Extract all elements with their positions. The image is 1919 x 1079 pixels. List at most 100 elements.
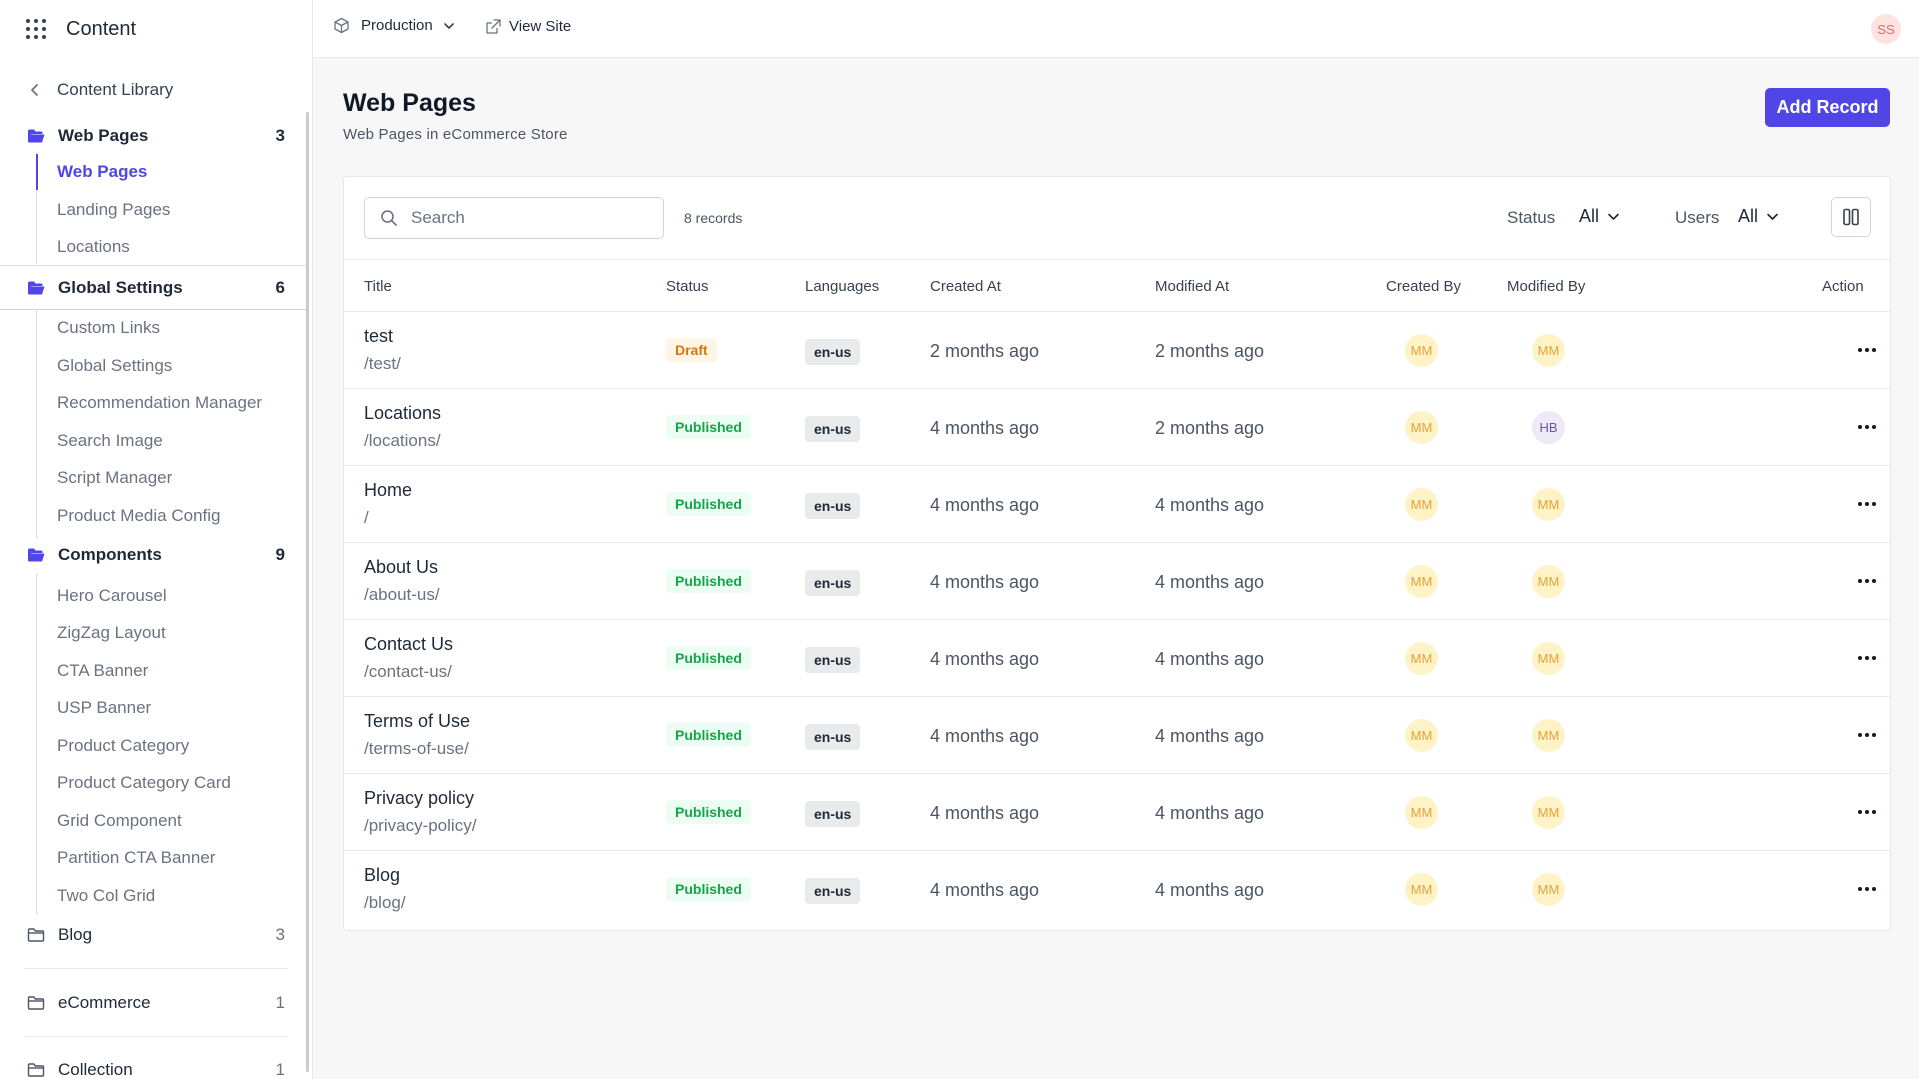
language-badge: en-us [805,416,861,442]
tree-line [36,310,37,538]
status-badge: Published [666,646,751,670]
table-row[interactable]: test /test/ Draft en-us 2 months ago 2 m… [344,311,1890,388]
sidebar-scrollbar[interactable] [306,112,309,1072]
columns-toggle-button[interactable] [1831,197,1871,237]
row-actions-button[interactable] [1855,879,1879,899]
modified-by-avatar: MM [1532,796,1565,829]
folder-open-icon [28,281,45,295]
created-at: 2 months ago [930,341,1040,361]
row-actions-button[interactable] [1855,802,1879,822]
environment-label: Production [361,17,433,34]
table-row[interactable]: Locations /locations/ Published en-us 4 … [344,388,1890,465]
sidebar-item-product-media-config[interactable]: Product Media Config [57,506,221,525]
sidebar-item-hero-carousel[interactable]: Hero Carousel [57,586,167,605]
language-badge: en-us [805,878,861,904]
sidebar-item-product-category[interactable]: Product Category [57,736,190,755]
modified-by-avatar: MM [1532,719,1565,752]
sidebar-item-custom-links[interactable]: Custom Links [57,318,160,337]
tree-line [36,574,37,914]
app-header: Content [0,0,312,58]
table-row[interactable]: Blog /blog/ Published en-us 4 months ago… [344,850,1890,927]
sidebar-item-global-settings[interactable]: Global Settings [57,356,173,375]
user-avatar[interactable]: SS [1871,14,1901,44]
sidebar-item-product-category-card[interactable]: Product Category Card [57,773,231,792]
table-row[interactable]: Home / Published en-us 4 months ago 4 mo… [344,465,1890,542]
records-card: 8 records Status All Users All Title Sta… [343,176,1891,931]
sidebar-item-locations[interactable]: Locations [57,237,130,256]
row-path: /contact-us/ [364,662,452,681]
table-row[interactable]: Privacy policy /privacy-policy/ Publishe… [344,773,1890,850]
sidebar-item-partition-cta-banner[interactable]: Partition CTA Banner [57,848,216,867]
sidebar-item-script-manager[interactable]: Script Manager [57,468,173,487]
row-title[interactable]: Locations [364,403,442,423]
column-header-title[interactable]: Title [364,278,392,295]
column-header-modified-at[interactable]: Modified At [1155,278,1230,295]
records-count: 8 records [684,210,743,226]
status-badge: Published [666,492,751,516]
language-badge: en-us [805,801,861,827]
sidebar-section-ecommerce[interactable]: eCommerce 1 [0,986,309,1020]
folder-open-icon [28,129,45,143]
column-header-languages[interactable]: Languages [805,278,880,295]
column-header-modified-by[interactable]: Modified By [1507,278,1586,295]
users-filter-dropdown[interactable]: All [1738,206,1779,227]
row-title[interactable]: Blog [364,865,401,885]
sidebar: Content Content Library Web Pages 3 Web … [0,0,313,1079]
tree-line [36,152,37,264]
created-at: 4 months ago [930,649,1040,669]
table-row[interactable]: Contact Us /contact-us/ Published en-us … [344,619,1890,696]
status-badge: Published [666,569,751,593]
sidebar-item-search-image[interactable]: Search Image [57,431,163,450]
row-path: /test/ [364,354,401,373]
sidebar-section-count: 3 [275,925,285,944]
row-title[interactable]: Privacy policy [364,788,475,808]
table-row[interactable]: Terms of Use /terms-of-use/ Published en… [344,696,1890,773]
add-record-button[interactable]: Add Record [1765,88,1890,127]
row-path: /privacy-policy/ [364,816,477,835]
row-actions-button[interactable] [1855,571,1879,591]
column-header-status[interactable]: Status [666,278,709,295]
view-site-link[interactable]: View Site [485,18,571,35]
row-actions-button[interactable] [1855,494,1879,514]
created-by-avatar: MM [1405,488,1438,521]
sidebar-item-zigzag-layout[interactable]: ZigZag Layout [57,623,166,642]
row-title[interactable]: Contact Us [364,634,454,654]
sidebar-section-components[interactable]: Components 9 [0,538,309,572]
row-actions-button[interactable] [1855,340,1879,360]
search-input[interactable] [411,208,651,228]
table-row[interactable]: About Us /about-us/ Published en-us 4 mo… [344,542,1890,619]
row-title[interactable]: Home [364,480,413,500]
sidebar-item-landing-pages[interactable]: Landing Pages [57,200,171,219]
sidebar-item-recommendation-manager[interactable]: Recommendation Manager [57,393,263,412]
row-path: / [364,508,369,527]
row-title[interactable]: About Us [364,557,439,577]
more-horizontal-icon [1858,733,1876,737]
row-actions-button[interactable] [1855,417,1879,437]
sidebar-section-label: Collection [58,1060,133,1079]
column-header-created-at[interactable]: Created At [930,278,1001,295]
row-actions-button[interactable] [1855,725,1879,745]
sidebar-section-count: 1 [275,993,285,1012]
search-box[interactable] [364,197,664,239]
content-library-back-link[interactable]: Content Library [0,74,312,106]
apps-grid-icon[interactable] [25,18,47,40]
sidebar-section-collection[interactable]: Collection 1 [0,1053,309,1079]
sidebar-section-global-settings[interactable]: Global Settings 6 [0,270,309,306]
sidebar-section-blog[interactable]: Blog 3 [0,918,309,952]
status-filter-dropdown[interactable]: All [1579,206,1620,227]
row-path: /locations/ [364,431,441,450]
row-title[interactable]: test [364,326,394,346]
sidebar-section-web-pages[interactable]: Web Pages 3 [0,120,309,152]
sidebar-item-cta-banner[interactable]: CTA Banner [57,661,149,680]
sidebar-item-grid-component[interactable]: Grid Component [57,811,182,830]
columns-icon [1843,208,1859,226]
created-at: 4 months ago [930,726,1040,746]
row-title[interactable]: Terms of Use [364,711,471,731]
sidebar-item-usp-banner[interactable]: USP Banner [57,698,152,717]
environment-selector[interactable]: Production [333,17,455,34]
column-header-created-by[interactable]: Created By [1386,278,1462,295]
sidebar-item-web-pages[interactable]: Web Pages [57,162,148,181]
created-by-avatar: MM [1405,334,1438,367]
row-actions-button[interactable] [1855,648,1879,668]
sidebar-item-two-col-grid[interactable]: Two Col Grid [57,886,156,905]
